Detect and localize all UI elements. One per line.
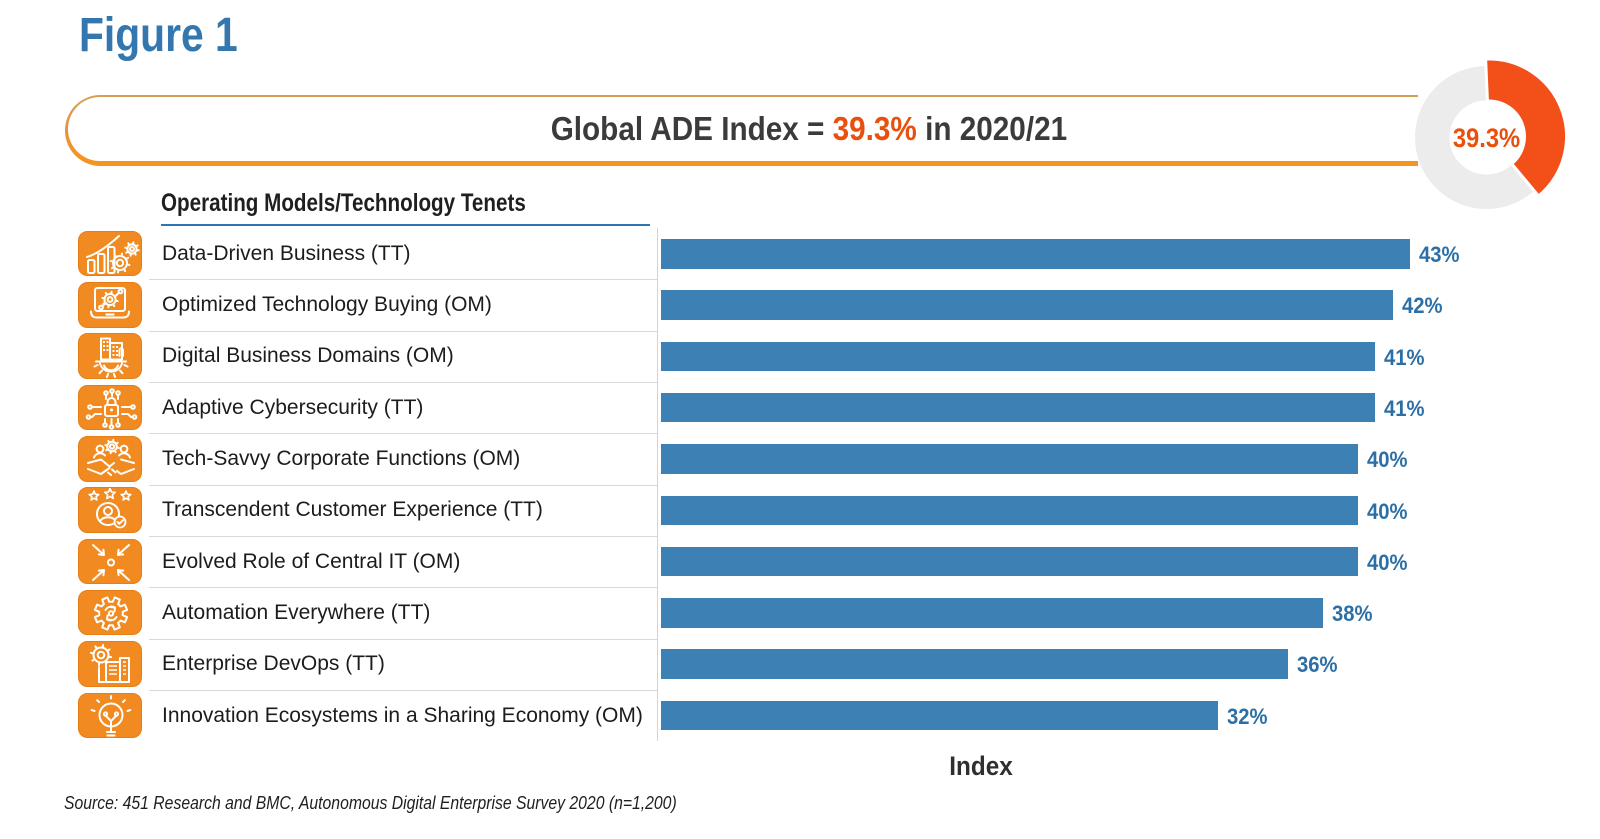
- svg-text:39.3%: 39.3%: [1453, 124, 1520, 154]
